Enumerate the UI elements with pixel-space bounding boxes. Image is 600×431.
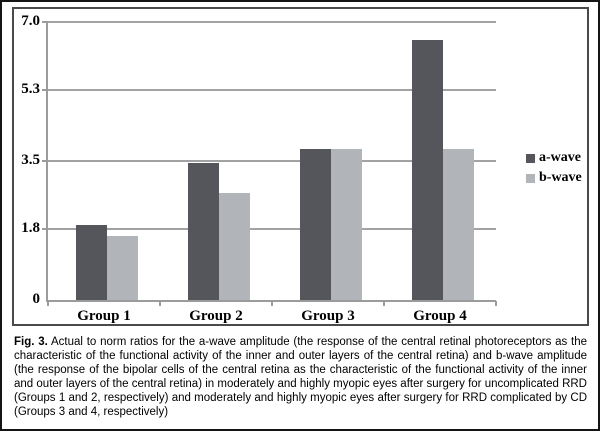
y-tick-label: 3.5 [21, 152, 40, 168]
y-tick-label: 7.0 [21, 13, 40, 29]
legend-label-b-wave: b-wave [539, 170, 582, 185]
x-axis-tick [383, 301, 385, 306]
x-category-label: Group 3 [301, 308, 355, 324]
figure-caption-label: Fig. 3. [14, 336, 48, 348]
bar-b-wave-group-1 [107, 236, 138, 300]
bar-a-wave-group-4 [412, 40, 443, 300]
x-axis-tick [159, 301, 161, 306]
legend-item-a-wave: a-wave [526, 151, 582, 165]
bar-a-wave-group-1 [76, 225, 107, 300]
bar-b-wave-group-2 [219, 193, 250, 300]
bar-a-wave-group-2 [188, 163, 219, 300]
bar-b-wave-group-3 [331, 149, 362, 300]
legend-swatch-a-wave [526, 153, 535, 163]
bar-a-wave-group-3 [300, 149, 331, 300]
chart-frame: 0 1.8 3.5 5.3 7.0 Group 1 Group 2 Group 3 Group … [12, 7, 589, 326]
y-axis-tick [42, 88, 48, 91]
figure-caption: Fig. 3. Actual to norm ratios for the a-… [14, 335, 587, 419]
legend-label-a-wave: a-wave [539, 150, 581, 165]
y-gridline [48, 227, 496, 230]
x-category-label: Group 2 [189, 308, 243, 324]
legend-swatch-b-wave [526, 173, 535, 183]
chart-legend: a-wave b-wave [526, 151, 582, 191]
y-gridline [48, 88, 496, 91]
y-gridline [48, 21, 496, 23]
x-axis-tick [271, 301, 273, 306]
x-category-label: Group 4 [413, 308, 467, 324]
bar-chart-plot-area: 0 1.8 3.5 5.3 7.0 Group 1 Group 2 Group 3 Group … [21, 13, 497, 324]
bar-b-wave-group-4 [443, 149, 474, 300]
y-axis-tick [42, 21, 48, 23]
figure-caption-text: Actual to norm ratios for the a-wave amp… [14, 336, 588, 418]
y-tick-label: 5.3 [21, 80, 40, 97]
y-tick-label: 1.8 [21, 219, 40, 236]
y-gridline [48, 160, 496, 162]
y-axis-tick [42, 227, 48, 230]
legend-item-b-wave: b-wave [526, 171, 582, 185]
x-axis-tick [495, 301, 497, 306]
x-category-label: Group 1 [77, 308, 131, 324]
y-axis-tick [42, 160, 48, 162]
x-axis-tick [47, 301, 49, 306]
y-tick-label: 0 [32, 291, 41, 307]
